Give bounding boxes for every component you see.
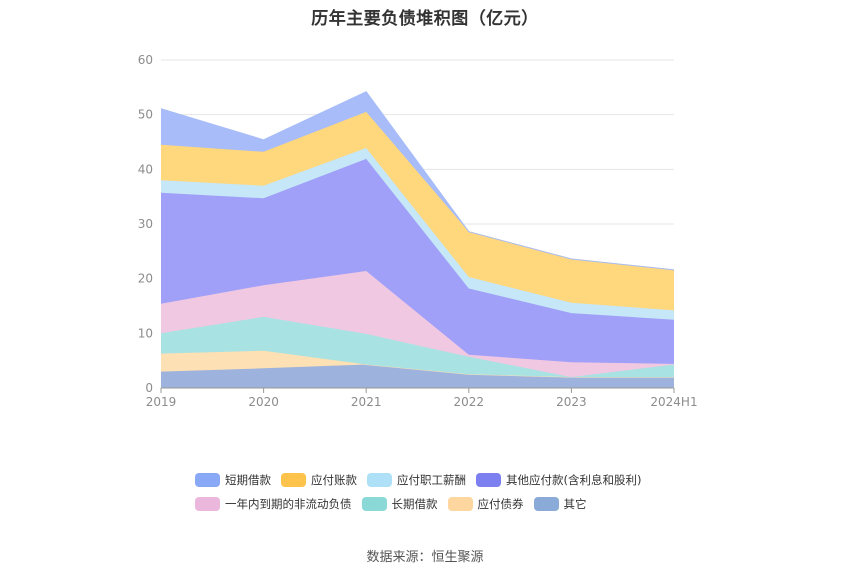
- x-tick-label: 2020: [248, 395, 279, 409]
- y-tick-label: 20: [138, 272, 153, 286]
- data-source: 数据来源：恒生聚源: [366, 550, 484, 565]
- area-series-line-7: [160, 91, 675, 271]
- axes: 0 10 20 30 40 50 60 2019 2020 2021 2022 2023 2024H1: [138, 53, 698, 409]
- y-tick-label: 50: [138, 108, 153, 122]
- y-tick-label: 40: [138, 162, 153, 176]
- legend-label: 其它: [563, 497, 587, 511]
- y-tick-label: 30: [138, 217, 153, 231]
- legend-swatch: [281, 473, 306, 487]
- legend-swatch: [447, 497, 473, 511]
- legend-label: 长期借款: [391, 497, 438, 511]
- area-series-1: [161, 350, 674, 378]
- legend-item[interactable]: 其他应付款(含利息和股利): [476, 472, 641, 488]
- x-tick-label: 2022: [454, 395, 485, 409]
- legend-item[interactable]: 其它: [533, 496, 587, 512]
- area-series: [160, 91, 675, 388]
- legend-item[interactable]: 一年内到期的非流动负债: [195, 496, 352, 512]
- legend-item[interactable]: 应付职工薪酬: [367, 472, 466, 488]
- x-tick-label: 2021: [351, 395, 382, 409]
- area-series-7: [161, 91, 674, 270]
- legend-label: 应付债券: [477, 497, 524, 511]
- y-tick-label: 0: [145, 381, 153, 395]
- legend-swatch: [367, 473, 392, 487]
- area-series-3: [161, 271, 674, 378]
- x-tick-label: 2019: [146, 395, 177, 409]
- legend-swatch: [195, 497, 220, 511]
- area-series-6: [161, 111, 674, 311]
- legend-label: 短期借款: [225, 473, 271, 487]
- legend-swatch: [361, 497, 387, 511]
- area-series-0: [161, 364, 674, 388]
- legend-swatch: [476, 473, 501, 487]
- x-tick-label: 2023: [556, 395, 587, 409]
- legend-label: 应付职工薪酬: [397, 473, 466, 487]
- y-tick-label: 60: [138, 53, 153, 67]
- legend-item[interactable]: 长期借款: [361, 496, 438, 512]
- legend-label: 一年内到期的非流动负债: [225, 497, 352, 511]
- legend-label: 应付账款: [311, 473, 357, 487]
- legend: 短期借款 应付账款 应付职工薪酬 其他应付款(含利息和股利) 一年内到期的非流动负债 长期…: [195, 472, 675, 512]
- legend-swatch: [195, 473, 220, 487]
- stacked-area-chart: 0 10 20 30 40 50 60 2019 2020 2021 2022 2023 2024H1: [138, 53, 698, 409]
- area-series-2: [161, 316, 674, 378]
- y-tick-label: 10: [138, 326, 153, 340]
- chart-title: 历年主要负债堆积图（亿元）: [311, 9, 539, 29]
- legend-item[interactable]: 应付账款: [281, 472, 357, 488]
- legend-label: 其他应付款(含利息和股利): [506, 473, 642, 487]
- legend-swatch: [533, 497, 559, 511]
- legend-item[interactable]: 应付债券: [447, 496, 524, 512]
- area-series-4: [161, 158, 674, 364]
- legend-item[interactable]: 短期借款: [195, 472, 271, 488]
- x-tick-label: 2024H1: [650, 395, 697, 409]
